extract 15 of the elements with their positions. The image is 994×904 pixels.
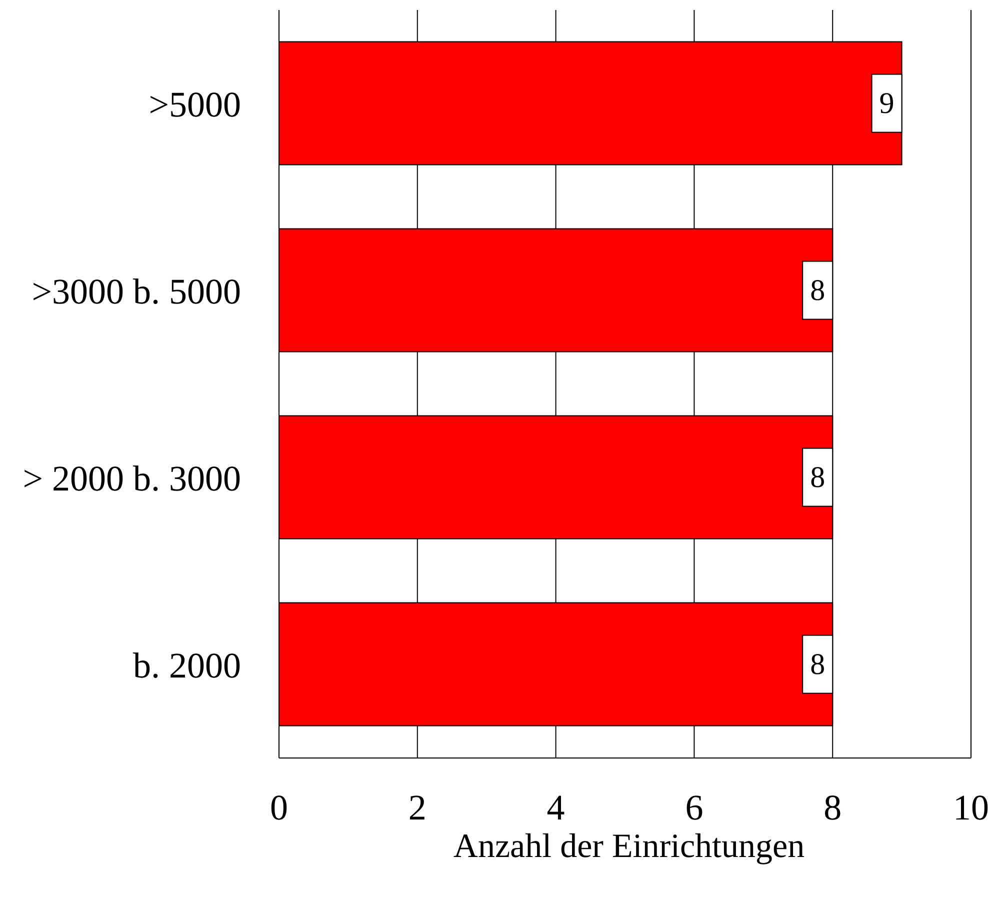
x-axis-title: Anzahl der Einrichtungen (452, 828, 806, 866)
data-label: 8 (810, 648, 826, 681)
x-tick-label: 2 (408, 788, 426, 828)
y-tick-label: > 2000 b. 3000 (22, 458, 241, 498)
data-label: 8 (810, 274, 826, 307)
data-label: 8 (810, 460, 826, 494)
x-tick-label: 0 (270, 788, 288, 828)
y-tick-label: >5000 (148, 84, 241, 124)
x-tick-label: 8 (824, 788, 842, 828)
x-tick-label: 10 (953, 788, 989, 828)
y-tick-label: b. 2000 (133, 645, 241, 686)
y-tick-label: >3000 b. 5000 (32, 271, 241, 312)
x-tick-label: 4 (546, 788, 565, 828)
x-tick-label: 6 (685, 788, 704, 828)
data-label: 9 (879, 86, 894, 120)
